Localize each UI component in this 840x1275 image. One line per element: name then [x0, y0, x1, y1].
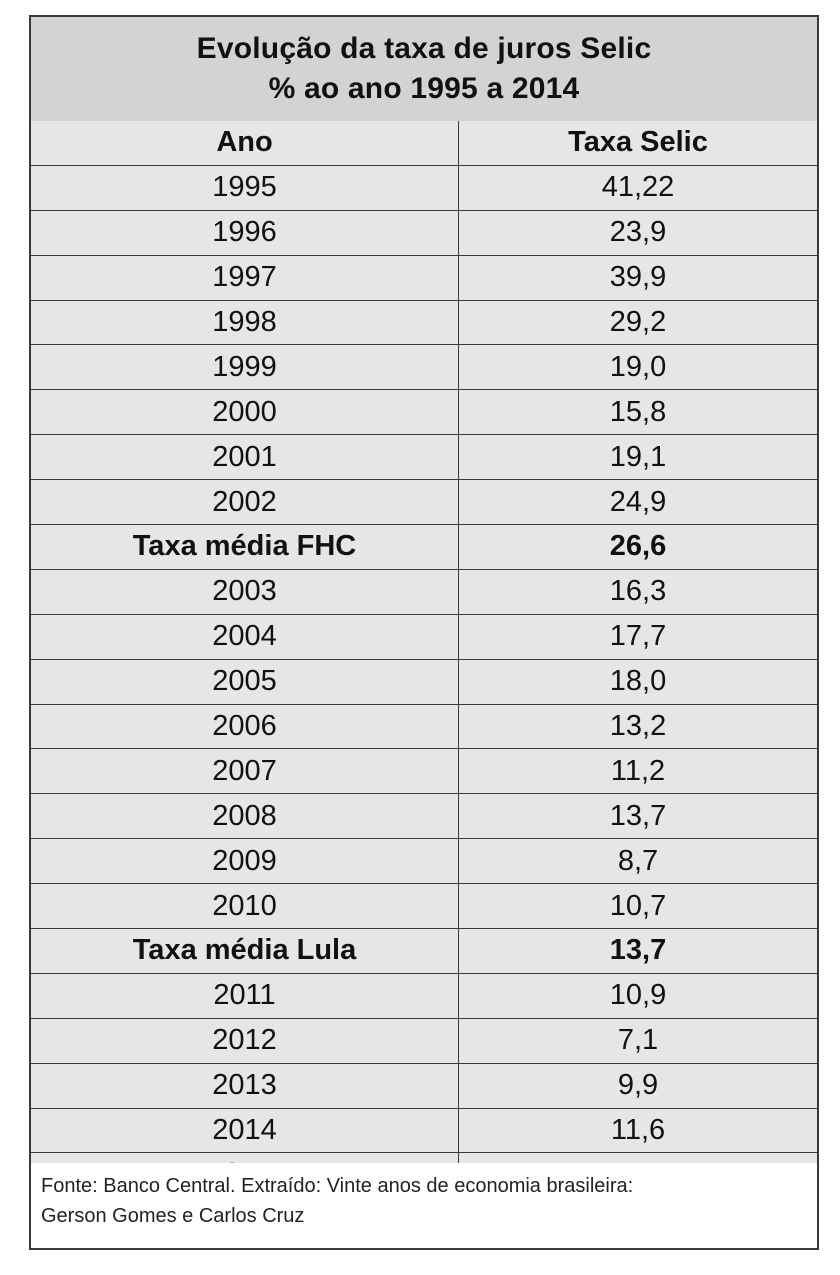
year-cell: 2013 [31, 1063, 459, 1108]
average-label: Taxa média FHC [31, 525, 459, 569]
source-note: Fonte: Banco Central. Extraído: Vinte an… [31, 1163, 817, 1248]
rate-cell: 7,1 [617, 1024, 659, 1057]
source-line-1: Fonte: Banco Central. Extraído: Vinte an… [41, 1175, 634, 1197]
rate-cell: 19,1 [609, 440, 667, 473]
table-row: 2003 16,3 [31, 569, 817, 615]
average-value: 13,7 [609, 934, 667, 967]
year-cell: 1997 [31, 255, 459, 300]
table-row: 1998 29,2 [31, 300, 817, 346]
year-cell: 2006 [31, 704, 459, 749]
table-row: 2012 7,1 [31, 1018, 817, 1064]
average-row: Taxa média FHC 26,6 [31, 525, 817, 570]
rate-cell: 23,9 [609, 216, 667, 249]
column-header-rate: Taxa Selic [568, 126, 708, 159]
rate-cell: 13,7 [609, 799, 667, 832]
year-cell: 2008 [31, 794, 459, 839]
year-cell: 2007 [31, 749, 459, 794]
year-cell: 2001 [31, 435, 459, 480]
table-title-block: Evolução da taxa de juros Selic % ao ano… [31, 17, 817, 122]
year-cell: 1998 [31, 300, 459, 345]
average-value: 26,6 [609, 530, 667, 563]
table-row: 2001 19,1 [31, 435, 817, 481]
rate-cell: 24,9 [609, 485, 667, 518]
year-cell: 2000 [31, 390, 459, 435]
table-row: 1996 23,9 [31, 210, 817, 256]
rate-cell: 19,0 [609, 350, 667, 383]
year-cell: 2005 [31, 659, 459, 704]
rate-cell: 13,2 [609, 710, 667, 743]
table-row: 2006 13,2 [31, 704, 817, 750]
year-cell: 2012 [31, 1018, 459, 1063]
year-cell: 1999 [31, 345, 459, 390]
table-row: 2013 9,9 [31, 1063, 817, 1109]
selic-table: Evolução da taxa de juros Selic % ao ano… [29, 15, 819, 1250]
table-row: 1999 19,0 [31, 345, 817, 391]
rate-cell: 17,7 [609, 620, 667, 653]
table-row: 1997 39,9 [31, 255, 817, 301]
rate-cell: 11,2 [610, 754, 666, 787]
year-cell: 2003 [31, 569, 459, 614]
table-row: 1995 41,22 [31, 165, 817, 211]
table-row: 2007 11,2 [31, 749, 817, 795]
average-row: Taxa média Lula 13,7 [31, 929, 817, 974]
table-row: 2009 8,7 [31, 839, 817, 885]
year-cell: 1995 [31, 165, 459, 210]
rate-cell: 15,8 [609, 395, 667, 428]
table-row: 2005 18,0 [31, 659, 817, 705]
rate-cell: 9,9 [617, 1069, 659, 1102]
table-row: 2000 15,8 [31, 390, 817, 436]
table-row: 2014 11,6 [31, 1108, 817, 1154]
year-cell: 2004 [31, 614, 459, 659]
column-header-year: Ano [31, 121, 459, 165]
table-subtitle: % ao ano 1995 a 2014 [268, 72, 580, 105]
rate-cell: 41,22 [601, 171, 675, 204]
rate-cell: 8,7 [617, 844, 659, 877]
table-body: Ano Taxa Selic 1995 41,22 1996 23,9 1997 39,9… [31, 121, 817, 1199]
table-title: Evolução da taxa de juros Selic [196, 32, 652, 65]
year-cell: 2010 [31, 884, 459, 929]
table-row: 2010 10,7 [31, 884, 817, 930]
source-line-2: Gerson Gomes e Carlos Cruz [41, 1205, 305, 1227]
year-cell: 1996 [31, 210, 459, 255]
average-label: Taxa média Lula [31, 929, 459, 973]
rate-cell: 11,6 [610, 1114, 666, 1147]
table-row: 2011 10,9 [31, 973, 817, 1019]
table-header-row: Ano Taxa Selic [31, 121, 817, 166]
rate-cell: 39,9 [609, 261, 667, 294]
table-row: 2004 17,7 [31, 614, 817, 660]
year-cell: 2011 [31, 973, 459, 1018]
rate-cell: 18,0 [609, 665, 667, 698]
table-row: 2002 24,9 [31, 480, 817, 526]
rate-cell: 10,9 [609, 979, 667, 1012]
year-cell: 2009 [31, 839, 459, 884]
year-cell: 2002 [31, 480, 459, 525]
year-cell: 2014 [31, 1108, 459, 1153]
rate-cell: 16,3 [609, 575, 667, 608]
table-row: 2008 13,7 [31, 794, 817, 840]
rate-cell: 10,7 [609, 889, 667, 922]
rate-cell: 29,2 [609, 306, 667, 338]
